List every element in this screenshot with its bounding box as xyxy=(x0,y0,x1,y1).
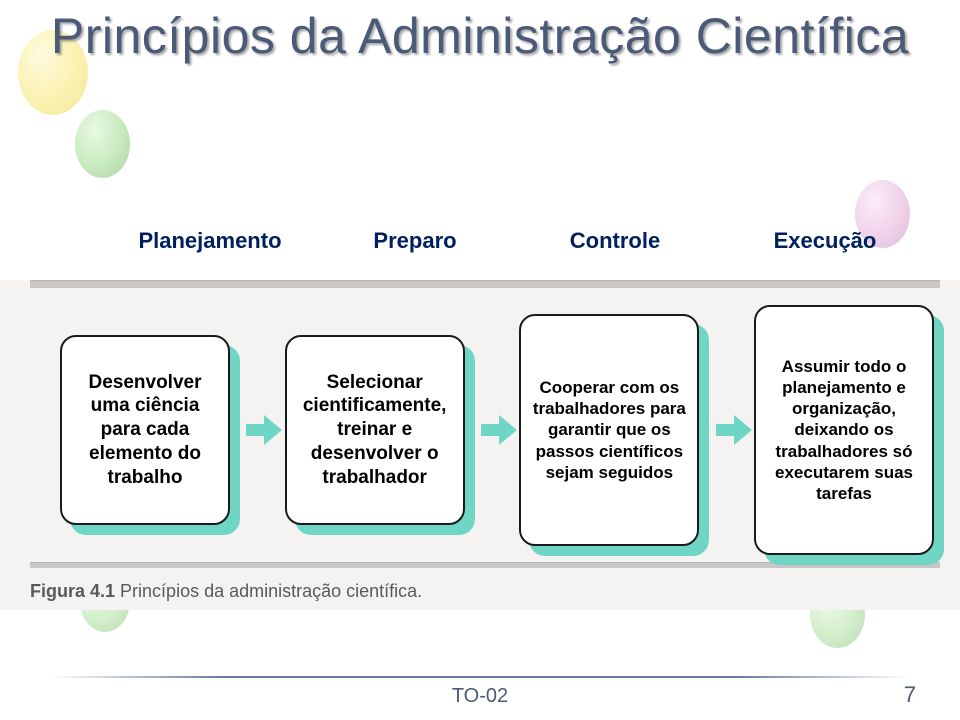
flow-card-body: Assumir todo o planejamento e organizaçã… xyxy=(754,305,934,555)
label-execucao: Execução xyxy=(720,228,930,254)
label-planejamento: Planejamento xyxy=(100,228,320,254)
flow-card: Assumir todo o planejamento e organizaçã… xyxy=(754,305,934,555)
panel-top-rule xyxy=(30,280,940,288)
flow-card-body: Cooperar com os trabalhadores para garan… xyxy=(519,314,699,546)
figure-caption-text: Princípios da administração científica. xyxy=(120,581,422,601)
flow-card: Cooperar com os trabalhadores para garan… xyxy=(519,314,699,546)
principle-labels-row: Planejamento Preparo Controle Execução xyxy=(100,228,930,254)
label-controle: Controle xyxy=(510,228,720,254)
flow-card: Selecionar cientificamente, treinar e de… xyxy=(285,335,465,525)
page-number: 7 xyxy=(904,682,916,708)
label-preparo: Preparo xyxy=(320,228,510,254)
flow-card-body: Desenvolver uma ciência para cada elemen… xyxy=(60,335,230,525)
footer-rule xyxy=(50,676,910,678)
balloon-decor xyxy=(75,110,130,178)
flow-arrow xyxy=(715,419,750,441)
flow-card: Desenvolver uma ciência para cada elemen… xyxy=(60,335,230,525)
flow-card-body: Selecionar cientificamente, treinar e de… xyxy=(285,335,465,525)
flow-arrow xyxy=(246,419,281,441)
flow-panel: Desenvolver uma ciência para cada elemen… xyxy=(0,280,960,610)
flow-arrow xyxy=(481,419,516,441)
figure-caption: Figura 4.1 Princípios da administração c… xyxy=(30,581,422,602)
page-title: Princípios da Administração Científica xyxy=(0,8,960,66)
figure-label: Figura 4.1 xyxy=(30,581,115,601)
flow-inner: Desenvolver uma ciência para cada elemen… xyxy=(60,304,940,556)
footer-left: TO-02 xyxy=(0,685,960,708)
